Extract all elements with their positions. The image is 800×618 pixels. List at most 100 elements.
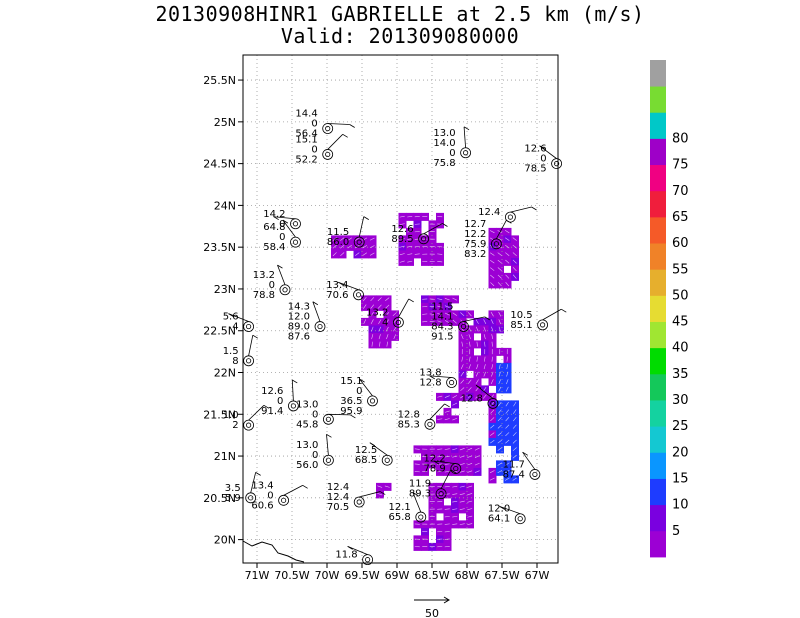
wind-cell [368,317,377,326]
wind-barb [327,123,350,125]
station-label: 13.0 [433,128,455,139]
wind-vector [452,470,458,473]
wind-vector [467,455,473,458]
colorbar-label: 55 [672,262,689,277]
wind-barb [273,216,296,220]
wind-cell [353,235,362,244]
station-label: 45.8 [296,419,318,430]
wind-barb [327,134,343,150]
station-center [553,161,560,167]
station-label: 12.4 [327,492,349,503]
wind-vector [506,364,509,370]
wind-vector [489,477,495,481]
wind-barb [277,264,286,285]
station: 1.58 [223,334,259,367]
wind-vector [467,500,473,503]
station-label: 12.8 [461,393,483,404]
wind-vector [452,485,458,488]
wind-barb [463,126,466,148]
wind-cell [511,475,519,484]
wind-cell [488,437,497,446]
station-center [418,514,424,520]
wind-vector [498,386,502,392]
wind-vector [512,432,517,437]
station-center [355,292,362,298]
wind-cell [466,445,474,454]
wind-barb-flag [369,442,376,447]
station-label: 0 [449,148,455,159]
wind-vector [491,371,494,377]
station-ring [243,419,255,431]
wind-cell [451,400,459,409]
station-label: 13.0 [296,399,318,410]
station-label: 68.5 [355,455,377,466]
colorbar-label: 45 [672,315,689,330]
wind-vector [490,402,495,407]
station-label: 65.8 [389,512,411,523]
wind-cell [473,377,482,386]
station-center [325,151,331,158]
tick-label-y: 21.5N [203,408,236,421]
wind-cell [511,422,519,431]
wind-vector [505,282,510,287]
station-center [369,398,376,404]
wind-vector [490,409,495,414]
tick-label-x: 67.5W [484,569,519,582]
wind-cell [353,250,362,259]
station-label: 89.5 [391,234,413,245]
wind-vector [437,305,443,308]
station: 5.64 [223,312,255,333]
station-label: 87.6 [288,332,310,343]
station: 13.812.8 [419,368,458,389]
wind-cell [451,445,459,454]
station-label: 13.0 [296,440,318,451]
wind-vector [469,341,471,347]
wind-barb [248,335,254,356]
wind-cell [511,437,519,446]
station: 14.312.089.087.6 [288,301,326,343]
station-label: 4 [382,317,388,328]
wind-vector [491,326,494,332]
wind-cell [458,362,467,371]
wind-vector [460,394,465,399]
wind-cell [398,235,407,244]
wind-cell [458,355,467,364]
wind-vector [505,439,510,444]
colorbar-label: 30 [672,393,689,408]
wind-cell [458,385,467,394]
axis-ticks: 71W 70.5W 70W 69.5W 69W 68.5W 68W 67.5W 67W20N20… [203,74,549,582]
wind-vector [370,319,374,324]
wind-cell [368,250,377,259]
wind-vector [385,319,389,324]
wind-vector [422,321,428,323]
colorbar-segment [650,295,666,322]
wind-cell [503,385,512,394]
wind-cell [361,302,369,311]
station: 12.165.8 [389,492,427,523]
wind-vector [512,259,517,264]
station-label: 3.5 [225,483,241,494]
wind-barb [412,492,422,513]
wind-cell [391,317,399,326]
wind-vector [505,432,510,437]
colorbar-label: 60 [672,236,689,251]
station-center [248,495,254,501]
wind-vector [452,417,458,421]
tick-label-x: 70W [315,569,340,582]
wind-vector [452,455,458,458]
wind-cell [496,437,504,446]
wind-vector [475,319,479,324]
wind-vector [362,297,367,302]
wind-vector [490,282,495,287]
wind-vector [491,356,493,362]
station-label: 12.5 [355,445,377,456]
wind-vector [489,252,495,256]
station-ring [353,496,365,508]
wind-barb-flag [282,219,289,224]
wind-vector [490,267,495,271]
station-label: 91.5 [431,332,453,343]
station: 12.689.5 [391,223,448,245]
wind-vector [497,439,502,444]
